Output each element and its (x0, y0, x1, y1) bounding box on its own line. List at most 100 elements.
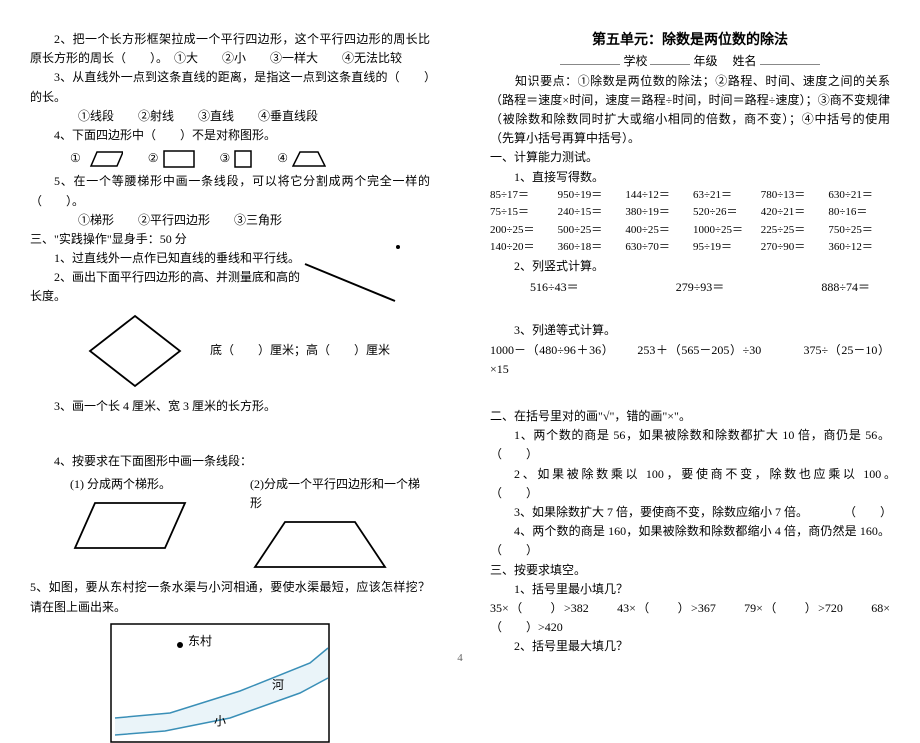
j1: 1、两个数的商是 56，如果被除数和除数都扩大 10 倍，商仍是 56。（ ） (490, 426, 890, 464)
p4a-label: (1) 分成两个梯形。 (70, 477, 171, 491)
r-s1-1: 1、直接写得数。 (490, 168, 890, 187)
r-sec1: 一、计算能力测试。 (490, 148, 890, 167)
c31: 360÷18＝ (558, 239, 620, 257)
p3: 3、画一个长 4 厘米、宽 3 厘米的长方形。 (30, 397, 430, 416)
form-name: 姓名 (733, 54, 757, 68)
c30: 140÷20＝ (490, 239, 552, 257)
parallelogram2-icon (70, 498, 190, 553)
r-s1-2: 2、列竖式计算。 (490, 257, 890, 276)
c22: 400÷25＝ (625, 222, 687, 240)
page-number: 4 (0, 652, 920, 664)
left-column: 2、把一个长方形框架拉成一个平行四边形，这个平行四边形的周长比原长方形的周长（ … (0, 0, 460, 672)
c01: 950÷19＝ (558, 187, 620, 205)
knowledge: 知识要点：①除数是两位数的除法；②路程、时间、速度之间的关系（路程＝速度×时间，… (490, 72, 890, 149)
c13: 520÷26＝ (693, 204, 755, 222)
q3-opts: ①线段 ②射线 ③直线 ④垂直线段 (30, 107, 430, 126)
rectangle-icon (163, 150, 195, 168)
trapezoid-icon (292, 150, 326, 168)
c14: 420÷21＝ (761, 204, 823, 222)
form-grade: 年级 (693, 54, 717, 68)
square-icon (234, 150, 252, 168)
c02: 144÷12＝ (625, 187, 687, 205)
c25: 750÷25＝ (828, 222, 890, 240)
chain-calc-row: 1000－（480÷96＋36） 253＋（565－205）÷30 375÷（2… (490, 341, 890, 379)
r-s1-3: 3、列递等式计算。 (490, 321, 890, 340)
q4-opt2: ② (148, 149, 195, 168)
village-label: 东村 (188, 634, 212, 648)
j3: 3、如果除数扩大 7 倍，要使商不变，除数应缩小 7 倍。 （ ） (490, 503, 890, 522)
p4a-block: (1) 分成两个梯形。 (70, 475, 190, 572)
c34: 270÷90＝ (761, 239, 823, 257)
p5: 5、如图，要从东村挖一条水渠与小河相通，要使水渠最短，应该怎样挖？请在图上画出来… (30, 578, 430, 616)
unit-title: 第五单元：除数是两位数的除法 (490, 30, 890, 52)
q4-n4: ④ (277, 149, 288, 168)
rhombus-icon (80, 311, 190, 391)
blank-grade (650, 52, 690, 65)
spacer2 (490, 379, 890, 407)
blank-school (560, 52, 620, 65)
p2-label: 底（ ）厘米；高（ ）厘米 (210, 341, 390, 360)
svg-text:小: 小 (214, 714, 226, 728)
c12: 380÷19＝ (625, 204, 687, 222)
c35: 360÷12＝ (828, 239, 890, 257)
q3: 3、从直线外一点到这条直线的距离，是指这一点到这条直线的（ ）的长。 (30, 68, 430, 106)
q4-opt4: ④ (277, 149, 326, 168)
c24: 225÷25＝ (761, 222, 823, 240)
p5-map: 东村 河 小 (110, 623, 430, 743)
j2: 2、如果被除数乘以 100，要使商不变，除数也应乘以 100。 （ ） (490, 465, 890, 503)
q4-n3: ③ (220, 149, 231, 168)
q4: 4、下面四边形中（ ）不是对称图形。 (30, 126, 430, 145)
p3-space (30, 416, 430, 452)
r-sec2: 二、在括号里对的画"√"，错的画"×"。 (490, 407, 890, 426)
p4-figure-row: (1) 分成两个梯形。 (2)分成一个平行四边形和一个梯形 (70, 475, 430, 572)
c33: 95÷19＝ (693, 239, 755, 257)
f1eq: 35×（ ）>382 43×（ ）>367 79×（ ）>720 68×（ ）>… (490, 599, 890, 637)
trapezoid2-icon (250, 517, 390, 572)
c10: 75÷15＝ (490, 204, 552, 222)
q5: 5、在一个等腰梯形中画一条线段，可以将它分割成两个完全一样的（ ）。 (30, 172, 430, 210)
cc1: 516÷43＝ (530, 278, 579, 297)
r-sec3: 三、按要求填空。 (490, 561, 890, 580)
q4-opt1: ① (70, 149, 123, 168)
svg-text:河: 河 (272, 678, 284, 692)
c05: 630÷21＝ (828, 187, 890, 205)
col-calc-row: 516÷43＝ 279÷93＝ 888÷74＝ (490, 278, 890, 297)
p2-figure-row: 底（ ）厘米；高（ ）厘米 (80, 311, 430, 391)
parallelogram-icon (85, 150, 123, 168)
p4b-label: (2)分成一个平行四边形和一个梯形 (250, 477, 420, 510)
c04: 780÷13＝ (761, 187, 823, 205)
c21: 500÷25＝ (558, 222, 620, 240)
p4: 4、按要求在下面图形中画一条线段： (30, 452, 430, 471)
c15: 80÷16＝ (828, 204, 890, 222)
calc-row-3: 140÷20＝ 360÷18＝ 630÷70＝ 95÷19＝ 270÷90＝ 3… (490, 239, 890, 257)
ch2: 253＋（565－205）÷30 (637, 343, 761, 357)
c23: 1000÷25＝ (693, 222, 755, 240)
cc3: 888÷74＝ (821, 278, 870, 297)
c03: 63÷21＝ (693, 187, 755, 205)
calc-row-0: 85÷17＝ 950÷19＝ 144÷12＝ 63÷21＝ 780÷13＝ 63… (490, 187, 890, 205)
q4-shapes-row: ① ② ③ ④ (70, 149, 430, 168)
form-line: 学校 年级 姓名 (490, 52, 890, 71)
right-column: 第五单元：除数是两位数的除法 学校 年级 姓名 知识要点：①除数是两位数的除法；… (460, 0, 920, 672)
calc-row-1: 75÷15＝ 240÷15＝ 380÷19＝ 520÷26＝ 420÷21＝ 8… (490, 204, 890, 222)
q4-n1: ① (70, 149, 81, 168)
q5-opts: ①梯形 ②平行四边形 ③三角形 (30, 211, 430, 230)
spacer1 (490, 297, 890, 321)
blank-name (760, 52, 820, 65)
q2: 2、把一个长方形框架拉成一个平行四边形，这个平行四边形的周长比原长方形的周长（ … (30, 30, 430, 68)
q4-n2: ② (148, 149, 159, 168)
p4b-block: (2)分成一个平行四边形和一个梯形 (250, 475, 430, 572)
ch1: 1000－（480÷96＋36） (490, 343, 608, 357)
f1: 1、括号里最小填几？ (490, 580, 890, 599)
calc-row-2: 200÷25＝ 500÷25＝ 400÷25＝ 1000÷25＝ 225÷25＝… (490, 222, 890, 240)
j4: 4、两个数的商是 160，如果被除数和除数都缩小 4 倍，商仍然是 160。（ … (490, 522, 890, 560)
c20: 200÷25＝ (490, 222, 552, 240)
cc2: 279÷93＝ (676, 278, 725, 297)
calc-block: 85÷17＝ 950÷19＝ 144÷12＝ 63÷21＝ 780÷13＝ 63… (490, 187, 890, 257)
c32: 630÷70＝ (625, 239, 687, 257)
c00: 85÷17＝ (490, 187, 552, 205)
q4-opt3: ③ (220, 149, 253, 168)
p1-figure (300, 239, 410, 309)
form-school: 学校 (623, 54, 647, 68)
c11: 240÷15＝ (558, 204, 620, 222)
